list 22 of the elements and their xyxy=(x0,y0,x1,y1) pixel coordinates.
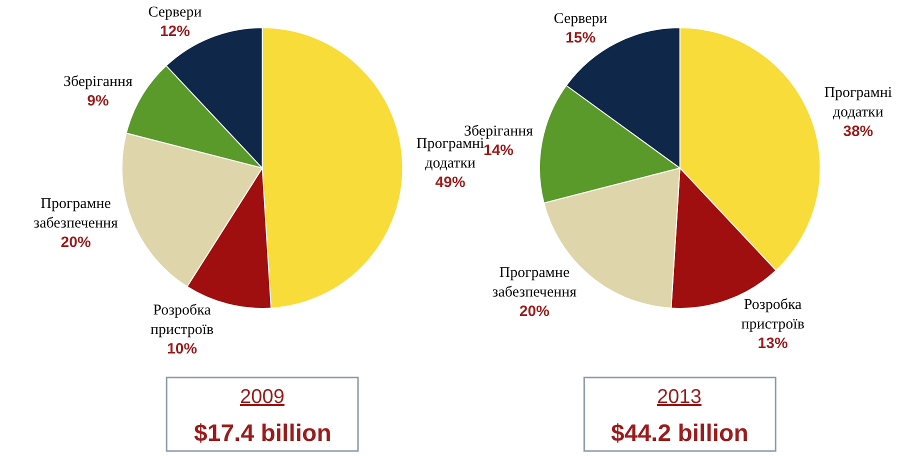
slice-label: Сервери xyxy=(554,11,608,28)
data-label: 15% xyxy=(566,30,596,47)
data-label: 10% xyxy=(167,340,198,358)
text: $17.4 billion xyxy=(194,420,332,447)
slice-label: Програмне забезпечення xyxy=(34,196,118,232)
slice-label: Зберігання xyxy=(63,74,133,90)
data-label: 14% xyxy=(483,142,514,159)
text: 2009 xyxy=(240,386,284,408)
slice-label: Програмне забезпечення xyxy=(492,265,577,301)
data-label: 49% xyxy=(435,174,466,192)
slice-label: Сервери xyxy=(148,4,202,20)
text: 2013 xyxy=(657,386,702,408)
data-label: 20% xyxy=(519,303,550,320)
data-label: 12% xyxy=(160,22,190,40)
slice-label: Розробка пристроїв xyxy=(150,302,214,338)
data-label: 20% xyxy=(60,234,91,251)
slice-label: Програмні додатки xyxy=(824,85,892,121)
text: $44.2 billion xyxy=(611,420,748,447)
slice-label: Розробка пристроїв xyxy=(741,296,804,332)
data-label: 38% xyxy=(843,123,874,140)
data-label: 9% xyxy=(87,92,109,110)
data-label: 13% xyxy=(758,334,788,352)
